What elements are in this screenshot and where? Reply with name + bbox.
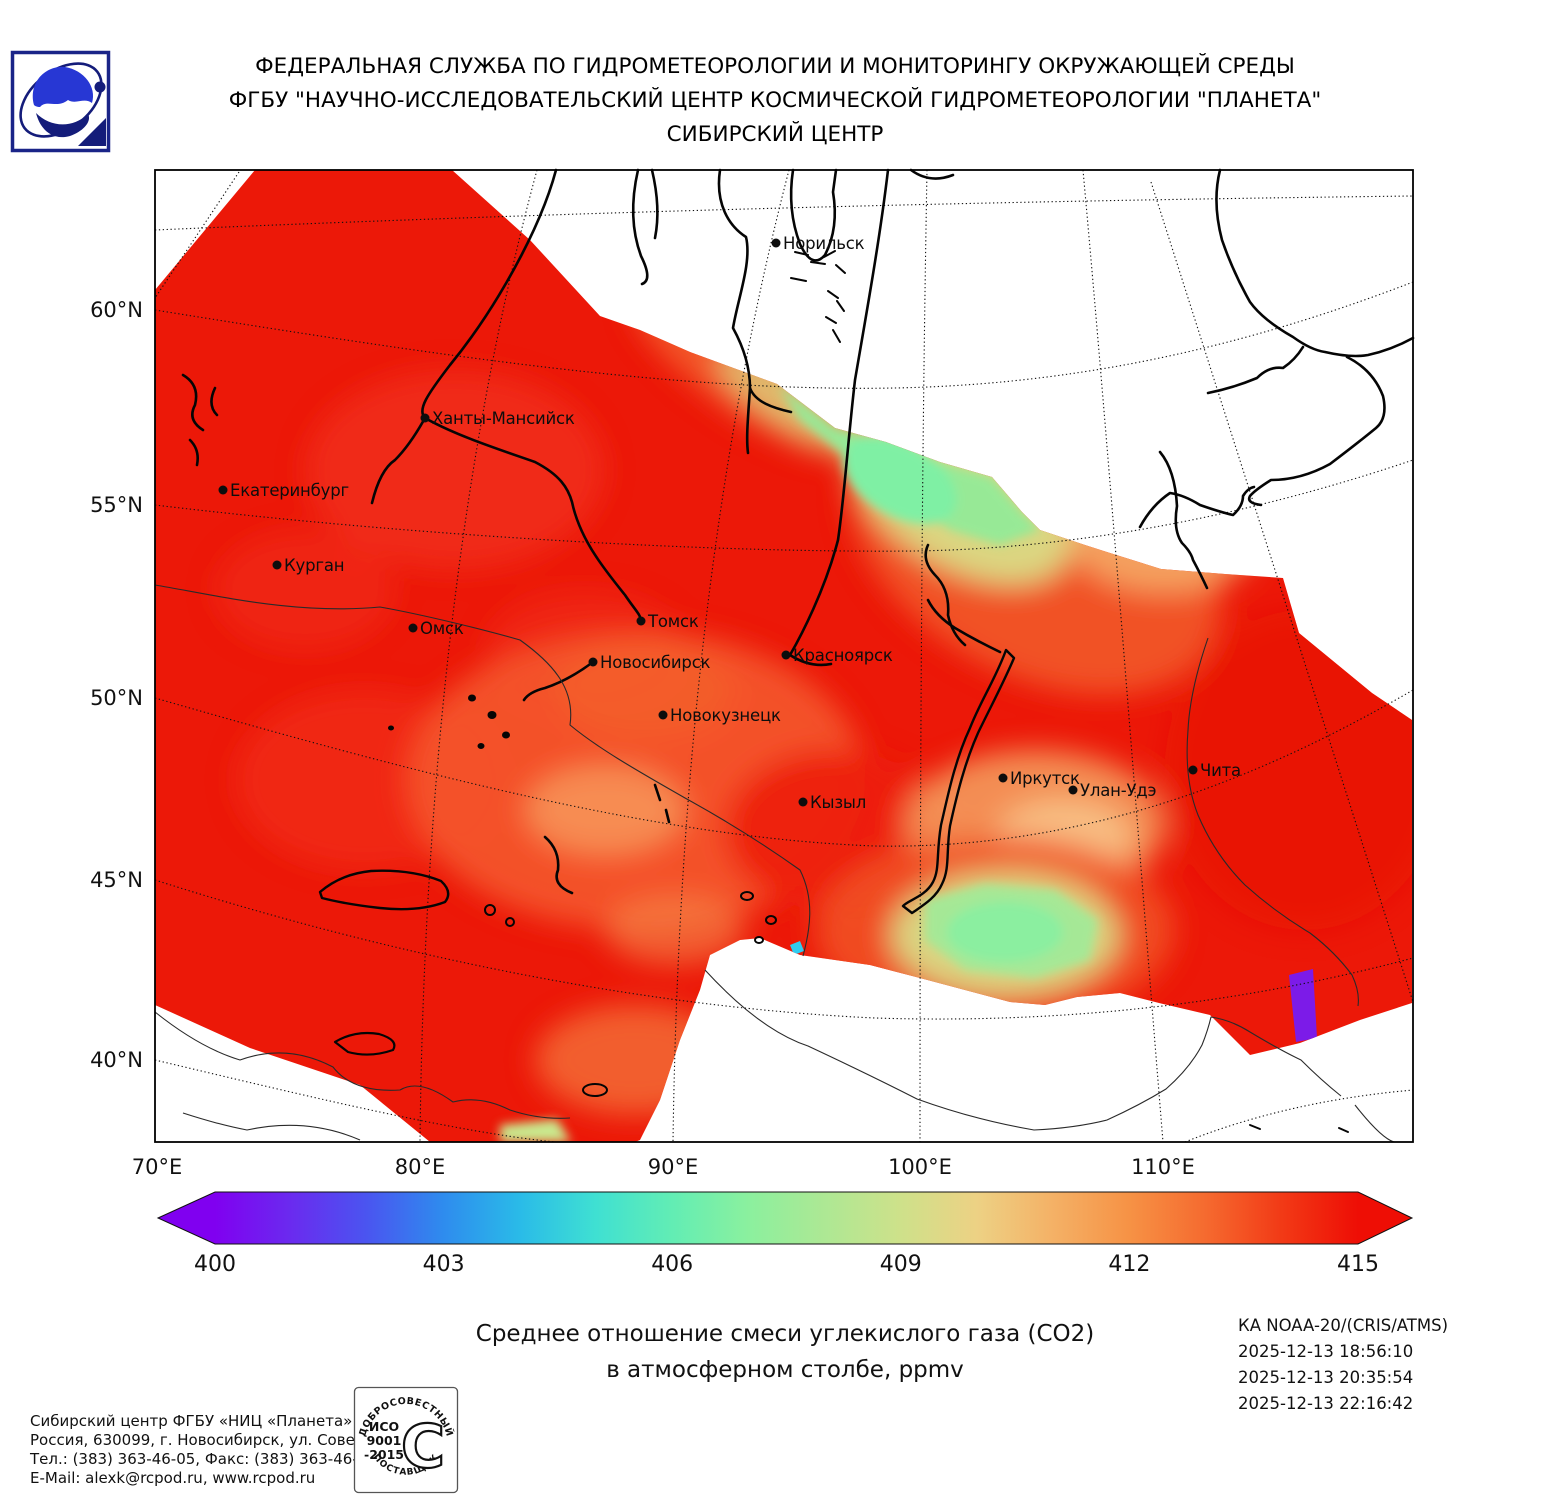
footer-email: E-Mail: alexk@rcpod.ru, www.rcpod.ru <box>30 1469 316 1487</box>
stamp-9001-label: 9001 <box>367 1433 402 1448</box>
colorbar-tick-406: 406 <box>651 1252 693 1277</box>
satellite-dot-icon <box>94 81 106 93</box>
planeta-logo-icon <box>10 50 111 153</box>
stamp-iso-label: ИСО <box>369 1419 399 1434</box>
caption-line-1: Среднее отношение смеси углекислого газа… <box>475 1321 1095 1347</box>
co2-map-figure: Норильск Ханты-Мансийск Екатеринбург Кур… <box>90 168 1415 1277</box>
lon-label-70e: 70°E <box>132 1155 183 1179</box>
colorbar-tick-409: 409 <box>880 1252 922 1277</box>
svg-text:Чита: Чита <box>1200 761 1241 780</box>
map-area: Норильск Ханты-Мансийск Екатеринбург Кур… <box>154 168 1415 1143</box>
satellite-info: КА NOAA-20/(CRIS/ATMS) 2025-12-13 18:56:… <box>1238 1313 1448 1417</box>
svg-text:Красноярск: Красноярск <box>793 646 893 665</box>
city-omsk: Омск <box>408 619 464 638</box>
city-chita: Чита <box>1188 761 1241 780</box>
contact-footer: Сибирский центр ФГБУ «НИЦ «Планета» Росс… <box>30 1412 428 1488</box>
header-line-3: СИБИРСКИЙ ЦЕНТР <box>666 122 884 147</box>
colorbar-gradient <box>156 1191 1414 1245</box>
city-khanty-mansiysk: Ханты-Мансийск <box>420 409 575 428</box>
footer-address: Россия, 630099, г. Новосибирск, ул. Сове… <box>30 1431 428 1449</box>
svg-text:Томск: Томск <box>647 612 699 631</box>
svg-text:Ханты-Мансийск: Ханты-Мансийск <box>432 409 575 428</box>
svg-text:Курган: Курган <box>284 556 344 575</box>
rivers-coastlines <box>181 168 1415 1133</box>
pass-timestamp: 2025-12-13 18:56:10 <box>1238 1342 1414 1361</box>
country-borders <box>154 584 1395 1143</box>
svg-text:Норильск: Норильск <box>783 234 865 253</box>
svg-text:Иркутск: Иркутск <box>1010 769 1080 788</box>
city-markers: Норильск Ханты-Мансийск Екатеринбург Кур… <box>218 234 1241 812</box>
colorbar-tick-403: 403 <box>423 1252 465 1277</box>
city-irkutsk: Иркутск <box>998 769 1080 788</box>
footer-org: Сибирский центр ФГБУ «НИЦ «Планета» <box>30 1412 353 1430</box>
lon-label-90e: 90°E <box>648 1155 699 1179</box>
lat-label-55n: 55°N <box>90 493 143 517</box>
svg-text:Омск: Омск <box>420 619 464 638</box>
lat-label-45n: 45°N <box>90 868 143 892</box>
lon-label-80e: 80°E <box>395 1155 446 1179</box>
svg-text:Улан-Удэ: Улан-Удэ <box>1080 781 1157 800</box>
colorbar-tick-412: 412 <box>1108 1252 1150 1277</box>
svg-text:Екатеринбург: Екатеринбург <box>230 481 349 500</box>
lon-label-100e: 100°E <box>888 1155 952 1179</box>
header-line-2: ФГБУ "НАУЧНО-ИССЛЕДОВАТЕЛЬСКИЙ ЦЕНТР КОС… <box>228 88 1322 113</box>
city-norilsk: Норильск <box>771 234 865 253</box>
city-novosibirsk: Новосибирск <box>588 653 711 672</box>
colorbar: 400 403 406 409 412 415 <box>156 1191 1414 1277</box>
lat-label-60n: 60°N <box>90 298 143 322</box>
city-kurgan: Курган <box>272 556 345 575</box>
city-tomsk: Томск <box>636 612 699 631</box>
iso-9001-stamp: ДОБРОСОВЕСТНЫЙ ПОСТАВЩИК ИСО 9001 -2015 … <box>353 1386 459 1494</box>
colorbar-tick-400: 400 <box>194 1252 236 1277</box>
svg-text:Новокузнецк: Новокузнецк <box>670 706 781 725</box>
lon-label-110e: 110°E <box>1131 1155 1195 1179</box>
low-co2-green-zones <box>500 384 1098 1142</box>
header-line-1: ФЕДЕРАЛЬНАЯ СЛУЖБА ПО ГИДРОМЕТЕОРОЛОГИИ … <box>255 54 1295 79</box>
city-ekaterinburg: Екатеринбург <box>218 481 349 500</box>
stamp-2015-label: -2015 <box>364 1447 404 1462</box>
city-kyzyl: Кызыл <box>798 793 866 812</box>
footer-phone: Тел.: (383) 363-46-05, Факс: (383) 363-4… <box>30 1450 377 1468</box>
lat-label-50n: 50°N <box>90 686 143 710</box>
latitude-axis: 60°N 55°N 50°N 45°N 40°N <box>90 298 143 1072</box>
satellite-platform: КА NOAA-20/(CRIS/ATMS) <box>1238 1316 1449 1335</box>
report-header: ФЕДЕРАЛЬНАЯ СЛУЖБА ПО ГИДРОМЕТЕОРОЛОГИИ … <box>0 50 1550 152</box>
pass-timestamp: 2025-12-13 22:16:42 <box>1238 1394 1414 1413</box>
city-novokuznetsk: Новокузнецк <box>658 706 781 725</box>
city-ulan-ude: Улан-Удэ <box>1068 781 1157 800</box>
svg-text:Кызыл: Кызыл <box>810 793 866 812</box>
co2-minimum-purple-patch <box>1289 969 1317 1042</box>
lake-baikal <box>901 648 1016 915</box>
colorbar-tick-415: 415 <box>1337 1252 1379 1277</box>
longitude-axis: 70°E 80°E 90°E 100°E 110°E <box>132 1155 1195 1179</box>
city-krasnoyarsk: Красноярск <box>781 646 893 665</box>
map-frame <box>154 169 1414 1143</box>
svg-text:Новосибирск: Новосибирск <box>600 653 711 672</box>
caption-line-2: в атмосферном столбе, ppmv <box>606 1357 964 1383</box>
lat-label-40n: 40°N <box>90 1048 143 1072</box>
figure-caption: Среднее отношение смеси углекислого газа… <box>295 1316 1275 1388</box>
pass-timestamp: 2025-12-13 20:35:54 <box>1238 1368 1414 1387</box>
stamp-c-letter: С <box>401 1412 445 1482</box>
